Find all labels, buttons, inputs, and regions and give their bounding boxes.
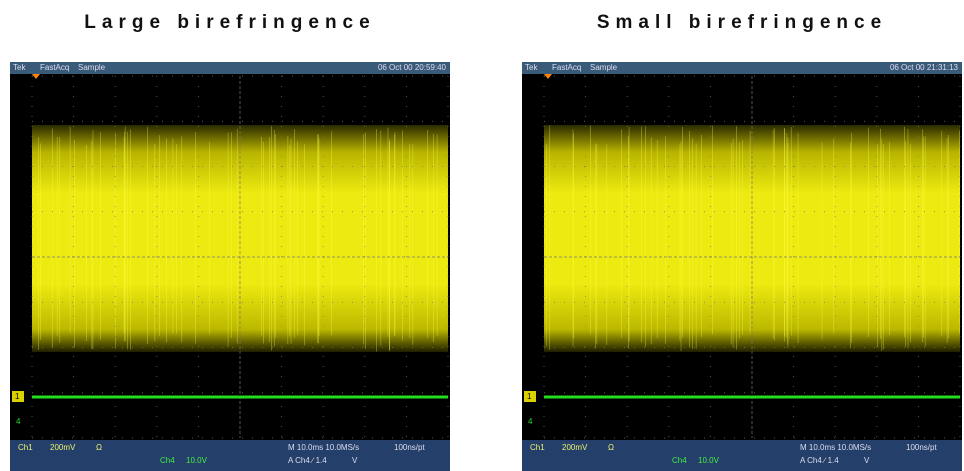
ch4-marker: 4 xyxy=(528,417,533,426)
header-text: FastAcq xyxy=(552,63,581,72)
ch4-marker: 4 xyxy=(16,417,21,426)
footer-text: V xyxy=(352,456,358,465)
footer-bar xyxy=(522,440,962,471)
oscilloscope-screen: 1 4 Tek FastAcq Sample 06 Oct 00 20:59:40 Ch1 2… xyxy=(10,62,450,471)
footer-text: 100ns/pt xyxy=(394,443,425,452)
footer-text: A Ch4 ∕ 1.4 xyxy=(288,456,327,465)
header-text: Sample xyxy=(78,63,106,72)
footer-text: Ω xyxy=(608,443,614,452)
panel-title: Large birefringence xyxy=(10,12,450,34)
oscilloscope-screen: 1 4 Tek FastAcq Sample 06 Oct 00 21:31:13 Ch1 2… xyxy=(522,62,962,471)
footer-text: 200mV xyxy=(562,443,588,452)
header-text: 06 Oct 00 20:59:40 xyxy=(378,63,447,72)
ch1-marker: 1 xyxy=(15,392,20,401)
header-text: Tek xyxy=(525,63,538,72)
footer-text: A Ch4 ∕ 1.4 xyxy=(800,456,839,465)
footer-text: Ch1 xyxy=(18,443,33,452)
header-text: 06 Oct 00 21:31:13 xyxy=(890,63,959,72)
footer-bar xyxy=(10,440,450,471)
footer-text: M 10.0ms 10.0MS/s xyxy=(800,443,871,452)
footer-text: 200mV xyxy=(50,443,76,452)
footer-text: M 10.0ms 10.0MS/s xyxy=(288,443,359,452)
footer-text: Ch1 xyxy=(530,443,545,452)
footer-text: 10.0V xyxy=(186,456,208,465)
panel-title: Small birefringence xyxy=(522,12,962,34)
header-text: FastAcq xyxy=(40,63,69,72)
footer-text: 10.0V xyxy=(698,456,720,465)
footer-text: V xyxy=(864,456,870,465)
footer-text: Ω xyxy=(96,443,102,452)
header-text: Sample xyxy=(590,63,618,72)
header-text: Tek xyxy=(13,63,26,72)
footer-text: 100ns/pt xyxy=(906,443,937,452)
ch1-marker: 1 xyxy=(527,392,532,401)
footer-text: Ch4 xyxy=(672,456,687,465)
footer-text: Ch4 xyxy=(160,456,175,465)
